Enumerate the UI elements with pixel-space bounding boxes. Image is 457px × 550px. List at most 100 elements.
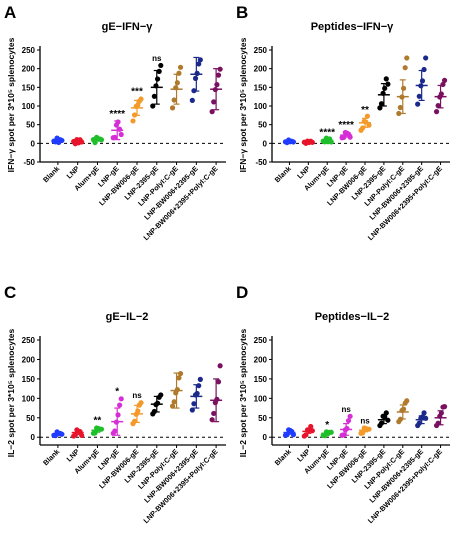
data-point [98, 426, 105, 432]
significance-label: ** [94, 416, 102, 427]
y-tick-label: 200 [254, 65, 268, 74]
data-point [151, 93, 157, 99]
y-tick-label: 100 [22, 394, 36, 403]
panel-A: A gE−IFN−γ IFN−γ spot per 3*10⁵ splenocy… [4, 3, 226, 242]
significance-label: ns [341, 405, 351, 414]
y-tick-label: 150 [22, 83, 36, 92]
data-point [115, 119, 121, 125]
y-axis-label: IFN−γ spot per 3*10⁵ splenocytes [238, 37, 248, 172]
data-point [169, 403, 176, 409]
significance-label: **** [319, 128, 335, 139]
data-point [135, 408, 141, 414]
data-point [415, 101, 421, 107]
data-point [397, 104, 403, 111]
y-tick-label: 200 [22, 355, 36, 364]
data-point [416, 93, 422, 99]
data-point [400, 406, 407, 412]
x-tick-label: Blank [41, 164, 61, 184]
data-point [344, 425, 350, 432]
data-point [364, 113, 370, 119]
data-point [194, 390, 200, 397]
data-point [217, 66, 223, 72]
y-tick-label: -50 [23, 158, 35, 167]
data-point [441, 404, 448, 410]
data-point [404, 398, 410, 404]
panel-letter: D [236, 283, 248, 302]
y-tick-label: 50 [258, 414, 267, 423]
y-tick-label: 150 [22, 375, 36, 384]
y-tick-label: 250 [22, 336, 36, 345]
data-point [118, 396, 124, 402]
data-point [117, 402, 123, 408]
y-axis-label: IL−2 spot per 3*10⁵ splenocytes [238, 328, 248, 457]
chart-title: gE−IL−2 [106, 311, 149, 323]
data-point [79, 432, 85, 438]
data-point [112, 134, 118, 140]
significance-label: ns [360, 417, 370, 426]
x-tick-label: LNP [65, 447, 82, 464]
data-point [130, 118, 136, 124]
data-point [345, 418, 352, 424]
data-point [441, 77, 448, 83]
y-tick-label: 50 [258, 121, 267, 130]
panel-C: C gE−IL−2 IL−2 spot per 3*10⁵ splenocyte… [4, 283, 226, 525]
significance-label: **** [338, 120, 354, 131]
y-tick-label: 0 [263, 433, 268, 442]
data-point [115, 412, 121, 418]
panel-letter: B [236, 3, 248, 22]
data-point [383, 76, 389, 82]
y-tick-label: 250 [254, 336, 268, 345]
data-point [112, 428, 118, 434]
data-point [189, 97, 195, 103]
data-point [290, 432, 297, 438]
x-tick-label: Blank [273, 164, 293, 184]
significance-label: *** [131, 87, 143, 98]
data-point [174, 80, 180, 86]
data-point [118, 131, 124, 138]
data-point [378, 101, 385, 107]
y-axis-label: IL−2 spot per 3*10⁵ splenocytes [6, 328, 16, 457]
data-point [404, 55, 410, 61]
data-point [423, 55, 429, 61]
data-point [211, 410, 217, 417]
y-tick-label: 100 [254, 102, 268, 111]
y-tick-label: 150 [254, 375, 268, 384]
data-point [400, 85, 407, 91]
data-point [385, 81, 391, 87]
data-point [196, 61, 202, 67]
data-point [402, 65, 408, 71]
data-point [396, 110, 402, 117]
data-point [421, 410, 427, 416]
y-tick-label: 100 [254, 394, 268, 403]
x-tick-label: Blank [41, 447, 61, 467]
chart-title: Peptides−IFN−γ [311, 21, 394, 33]
data-point [177, 64, 184, 70]
y-tick-label: -50 [255, 158, 267, 167]
y-tick-label: 0 [263, 139, 268, 148]
significance-label: **** [109, 109, 125, 120]
data-point [154, 400, 161, 406]
y-tick-label: 250 [254, 46, 268, 55]
chart-title: Peptides−IL−2 [315, 311, 390, 323]
data-point [435, 103, 441, 109]
data-point [197, 57, 203, 63]
data-point [209, 417, 215, 423]
y-axis-label: IFN−γ spot per 3*10⁵ splenocytes [6, 37, 16, 172]
significance-label: * [325, 420, 329, 431]
data-point [192, 75, 199, 81]
panel-letter: A [4, 3, 16, 22]
data-point [382, 85, 388, 91]
data-point [438, 91, 444, 97]
data-point [308, 423, 314, 430]
data-point [171, 399, 177, 405]
y-tick-label: 150 [254, 83, 268, 92]
significance-label: * [115, 386, 119, 397]
data-point [214, 82, 220, 88]
panel-D: D Peptides−IL−2 IL−2 spot per 3*10⁵ sple… [236, 283, 450, 525]
y-tick-label: 200 [22, 65, 36, 74]
data-point [174, 387, 180, 393]
x-tick-label: LNP [65, 164, 82, 181]
data-point [366, 122, 372, 128]
data-point [211, 99, 217, 105]
